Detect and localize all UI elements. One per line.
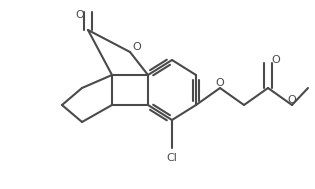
- Text: O: O: [76, 10, 84, 20]
- Text: O: O: [288, 95, 296, 105]
- Text: Cl: Cl: [167, 153, 177, 163]
- Text: O: O: [216, 78, 224, 88]
- Text: O: O: [133, 42, 141, 52]
- Text: O: O: [272, 55, 280, 65]
